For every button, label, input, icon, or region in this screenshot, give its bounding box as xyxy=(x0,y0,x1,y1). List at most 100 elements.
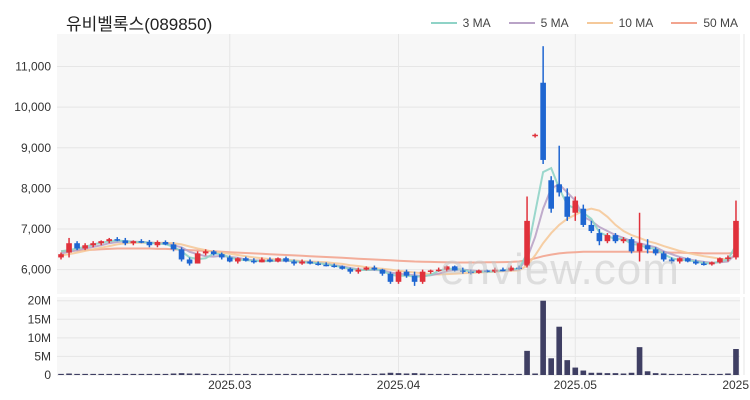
volume-tick-label: 15M xyxy=(28,312,51,326)
candle-body xyxy=(234,258,241,262)
volume-tick-label: 10M xyxy=(28,331,51,345)
candle-body xyxy=(652,249,659,254)
volume-bar xyxy=(162,373,169,375)
candle-body xyxy=(82,245,88,249)
volume-bar xyxy=(644,371,651,375)
volume-bar xyxy=(355,373,362,375)
volume-bar xyxy=(226,373,233,375)
x-tick-label: 2025.04 xyxy=(377,378,421,392)
candle-body xyxy=(468,271,474,274)
candle-body xyxy=(660,253,667,260)
candle-body xyxy=(339,266,346,269)
volume-bar xyxy=(628,372,635,375)
candle-body xyxy=(259,259,265,263)
candle-body xyxy=(556,184,563,193)
volume-bar xyxy=(243,373,249,375)
candle-body xyxy=(572,200,579,213)
volume-bar xyxy=(154,373,161,375)
volume-bar xyxy=(612,373,619,375)
legend-label-ma5: 5 MA xyxy=(540,16,569,30)
volume-bar xyxy=(548,358,554,375)
candle-body xyxy=(500,269,506,272)
candle-body xyxy=(218,254,225,258)
volume-bar xyxy=(733,349,739,375)
candle-body xyxy=(186,259,193,264)
volume-bar xyxy=(588,372,595,375)
candle-body xyxy=(588,224,595,232)
volume-bar xyxy=(186,373,193,375)
candle-body xyxy=(307,261,313,264)
price-tick-label: 6,000 xyxy=(21,263,51,277)
volume-bar xyxy=(636,347,643,375)
volume-bar xyxy=(604,373,611,375)
candle-body xyxy=(395,271,402,282)
volume-bar xyxy=(267,373,273,375)
volume-bar xyxy=(532,373,538,375)
volume-tick-label: 5M xyxy=(34,349,51,363)
legend-label-ma10: 10 MA xyxy=(618,16,654,30)
candle-body xyxy=(299,261,305,264)
candle-body xyxy=(387,273,394,282)
legend-item-ma50[interactable]: 50 MA xyxy=(671,16,738,30)
candle-body xyxy=(347,268,354,272)
candle-body xyxy=(580,208,587,225)
x-tick-label: 2025.06 xyxy=(722,378,750,392)
legend-label-ma3: 3 MA xyxy=(462,16,491,30)
volume-bar xyxy=(66,373,72,375)
candle-body xyxy=(604,235,611,242)
volume-bar xyxy=(347,373,354,375)
volume-bar xyxy=(283,373,289,375)
candle-body xyxy=(532,134,538,137)
legend-item-ma3[interactable]: 3 MA xyxy=(430,16,491,30)
volume-bar xyxy=(291,373,297,375)
volume-bar xyxy=(468,373,474,375)
candle-body xyxy=(178,249,185,260)
candle-body xyxy=(58,254,64,258)
volume-bar xyxy=(315,373,321,375)
candle-body xyxy=(130,241,137,244)
candle-body xyxy=(692,261,699,264)
candle-body xyxy=(612,235,619,242)
candle-body xyxy=(419,271,426,282)
legend-swatch-ma5 xyxy=(508,22,535,24)
volume-bar xyxy=(701,373,707,375)
candle-body xyxy=(291,261,297,264)
candle-body xyxy=(636,243,643,252)
volume-bar xyxy=(652,373,659,375)
candle-body xyxy=(194,253,201,264)
legend-item-ma5[interactable]: 5 MA xyxy=(508,16,569,30)
volume-bar xyxy=(564,360,571,375)
volume-bar xyxy=(371,373,378,375)
candle-body xyxy=(162,242,169,245)
volume-bar xyxy=(259,373,265,375)
candle-body xyxy=(371,267,378,270)
volume-bar xyxy=(299,373,305,375)
x-tick-label: 2025.05 xyxy=(554,378,598,392)
volume-bar xyxy=(411,373,418,375)
volume-bar xyxy=(427,373,434,375)
candle-body xyxy=(363,267,370,270)
candle-body xyxy=(668,259,675,262)
candle-body xyxy=(564,196,571,217)
volume-bar xyxy=(540,300,546,375)
volume-bar xyxy=(114,373,121,375)
candle-body xyxy=(484,270,490,272)
candle-body xyxy=(315,263,321,266)
candle-body xyxy=(725,257,731,259)
volume-bar xyxy=(676,373,683,375)
volume-bar xyxy=(74,373,80,375)
candle-body xyxy=(210,251,217,255)
volume-bar xyxy=(492,373,498,375)
candle-body xyxy=(267,259,273,262)
candle-body xyxy=(66,243,72,253)
candle-body xyxy=(170,244,177,250)
candle-body xyxy=(516,267,522,270)
candle-body xyxy=(90,243,96,246)
legend-item-ma10[interactable]: 10 MA xyxy=(586,16,654,30)
volume-bar xyxy=(202,373,209,375)
candle-body xyxy=(443,266,450,270)
candle-body xyxy=(451,266,458,271)
volume-bar xyxy=(251,373,257,375)
candle-body xyxy=(684,258,691,262)
candle-body xyxy=(283,258,289,262)
